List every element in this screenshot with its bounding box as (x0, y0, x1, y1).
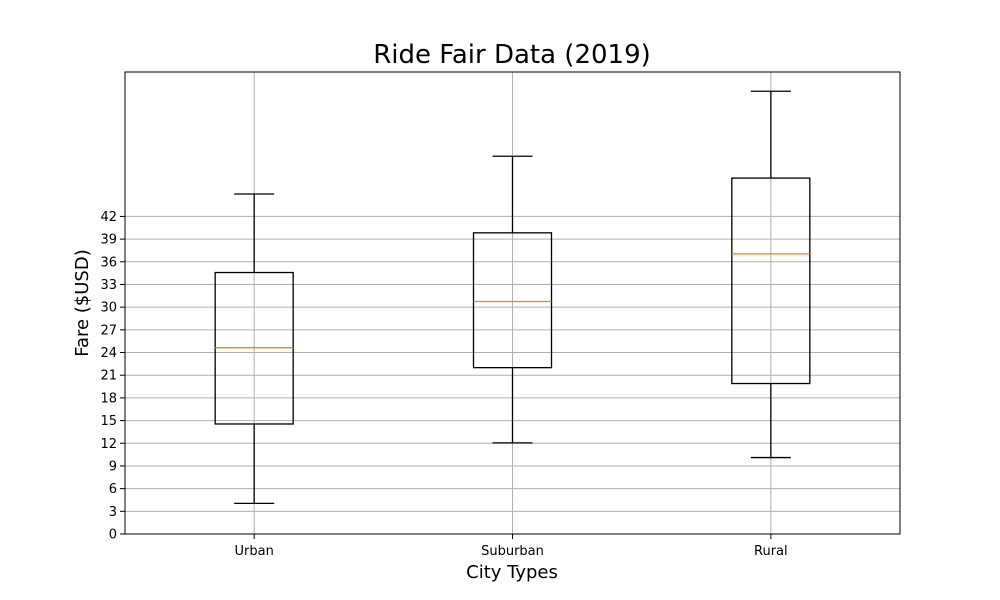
y-tick-label: 0 (109, 528, 117, 543)
y-tick-label: 27 (100, 323, 117, 338)
y-tick-label: 30 (100, 301, 117, 316)
x-tick-label: Urban (235, 544, 274, 559)
x-axis-label: City Types (466, 562, 558, 583)
box-layer (214, 90, 811, 505)
y-tick-label: 39 (100, 233, 117, 248)
x-axis-ticks: Urban Suburban Rural (235, 534, 788, 559)
y-tick-label: 12 (100, 437, 117, 452)
iqr-box (731, 177, 811, 385)
box-suburban (472, 155, 553, 444)
x-tick-label: Rural (754, 544, 788, 559)
iqr-box (472, 232, 553, 369)
grid-layer (125, 72, 900, 535)
box-urban (214, 193, 294, 505)
y-tick-label: 3 (109, 505, 117, 520)
y-tick-label: 42 (100, 210, 117, 225)
x-tick-label: Suburban (481, 544, 544, 559)
y-tick-label: 33 (100, 278, 117, 293)
y-tick-label: 21 (100, 369, 117, 384)
y-tick-label: 36 (100, 255, 117, 270)
y-tick-label: 9 (109, 459, 117, 474)
y-tick-label: 15 (100, 414, 117, 429)
y-axis-label: Fare ($USD) (72, 249, 93, 357)
chart-title: Ride Fair Data (2019) (373, 40, 651, 70)
y-tick-label: 18 (100, 391, 117, 406)
box-rural (731, 90, 811, 459)
y-tick-label: 24 (100, 346, 117, 361)
y-tick-label: 6 (109, 482, 117, 497)
